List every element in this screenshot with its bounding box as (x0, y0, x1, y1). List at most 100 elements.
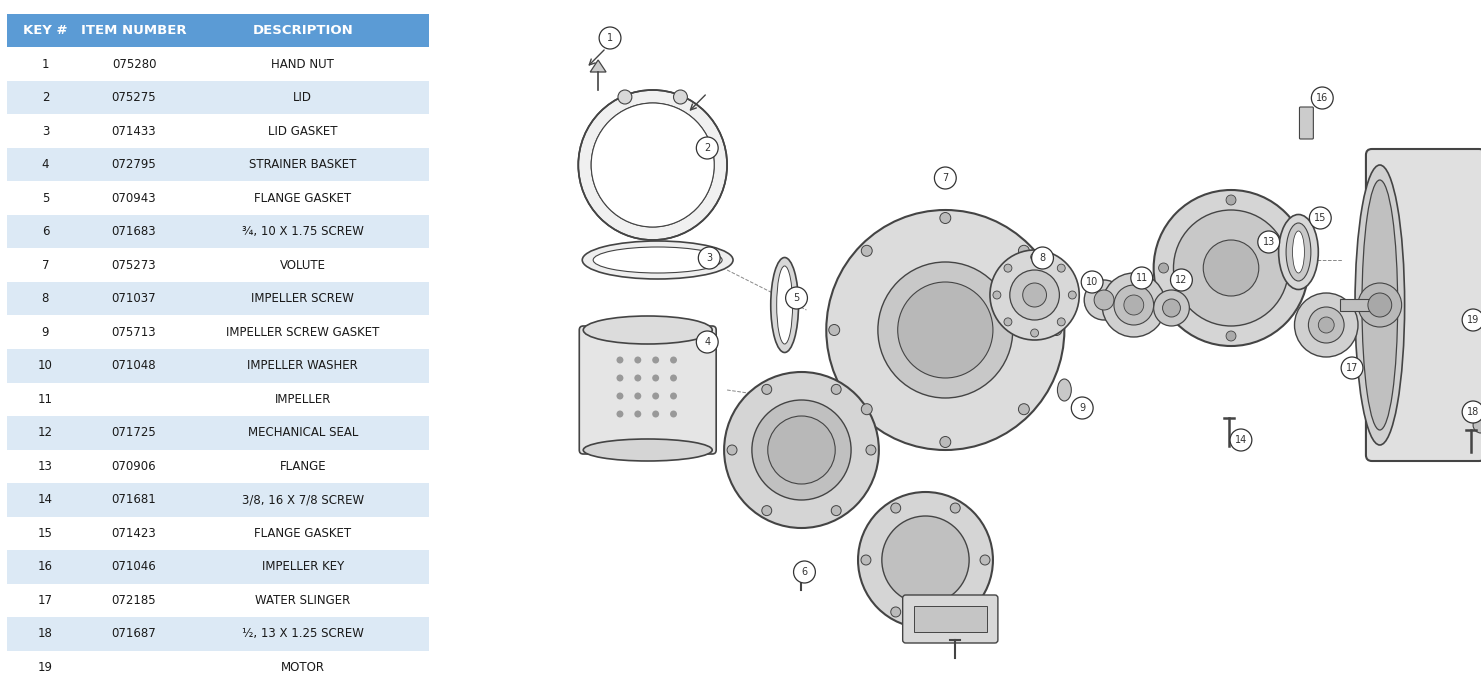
Text: 19: 19 (39, 661, 53, 674)
Text: MECHANICAL SEAL: MECHANICAL SEAL (247, 426, 358, 439)
Circle shape (1124, 295, 1143, 315)
Circle shape (992, 291, 1001, 299)
Circle shape (616, 375, 624, 382)
Text: DESCRIPTION: DESCRIPTION (252, 24, 354, 37)
Text: 075273: 075273 (111, 259, 157, 272)
Text: 3/8, 16 X 7/8 SCREW: 3/8, 16 X 7/8 SCREW (241, 493, 364, 506)
Text: 8: 8 (1040, 253, 1046, 263)
Circle shape (727, 445, 738, 455)
Circle shape (1068, 291, 1077, 299)
Text: 3: 3 (41, 125, 49, 138)
Text: IMPELLER: IMPELLER (274, 393, 332, 406)
Bar (914, 606, 986, 632)
Circle shape (1173, 210, 1288, 326)
Circle shape (1154, 190, 1308, 346)
Text: 072185: 072185 (111, 594, 157, 607)
Circle shape (785, 287, 807, 309)
Text: 9: 9 (1080, 403, 1086, 413)
Circle shape (1318, 317, 1334, 333)
FancyBboxPatch shape (579, 326, 717, 454)
Circle shape (1023, 283, 1047, 307)
Circle shape (940, 212, 951, 223)
Text: WATER SLINGER: WATER SLINGER (255, 594, 351, 607)
Text: 3: 3 (706, 253, 712, 263)
Circle shape (1294, 293, 1358, 357)
Circle shape (1102, 273, 1166, 337)
Circle shape (881, 516, 969, 604)
Text: 075280: 075280 (111, 58, 157, 70)
Circle shape (724, 372, 878, 528)
Circle shape (1084, 280, 1124, 320)
Circle shape (1462, 401, 1481, 423)
Text: 18: 18 (39, 628, 53, 640)
Bar (7, 517, 429, 550)
Circle shape (669, 357, 677, 364)
Text: 14: 14 (39, 493, 53, 506)
Text: ITEM NUMBER: ITEM NUMBER (81, 24, 187, 37)
Circle shape (696, 137, 718, 159)
Circle shape (767, 416, 835, 484)
Circle shape (1158, 263, 1169, 273)
Bar (7, 114, 429, 148)
Text: 11: 11 (39, 393, 53, 406)
Text: 16: 16 (1317, 93, 1328, 103)
Text: 15: 15 (39, 527, 53, 540)
Circle shape (1311, 87, 1333, 109)
Text: KEY #: KEY # (24, 24, 68, 37)
Circle shape (761, 385, 772, 394)
Bar (7, 450, 429, 483)
Text: 13: 13 (1263, 237, 1275, 247)
Circle shape (831, 385, 841, 394)
Circle shape (696, 331, 718, 353)
Circle shape (634, 375, 641, 382)
Text: FLANGE: FLANGE (280, 460, 326, 473)
Circle shape (634, 410, 641, 417)
Text: 1: 1 (41, 58, 49, 70)
Text: 071725: 071725 (111, 426, 157, 439)
Circle shape (699, 247, 720, 269)
Text: 071423: 071423 (111, 527, 157, 540)
Bar (1340, 299, 1371, 311)
Text: 8: 8 (41, 292, 49, 305)
Circle shape (1057, 264, 1065, 272)
Text: 071048: 071048 (111, 359, 157, 372)
Circle shape (1114, 285, 1154, 325)
Circle shape (578, 90, 727, 240)
Ellipse shape (1278, 214, 1318, 290)
Ellipse shape (584, 439, 712, 461)
Bar (7, 215, 429, 248)
Circle shape (752, 400, 852, 500)
Text: 070943: 070943 (111, 192, 157, 205)
Text: LID: LID (293, 91, 312, 104)
Circle shape (951, 607, 960, 617)
Circle shape (618, 90, 632, 104)
Text: LID GASKET: LID GASKET (268, 125, 338, 138)
Text: 9: 9 (41, 326, 49, 339)
Text: 17: 17 (1346, 363, 1358, 373)
Text: 075275: 075275 (111, 91, 157, 104)
Text: 14: 14 (1235, 435, 1247, 445)
Circle shape (951, 503, 960, 513)
Bar (7, 383, 429, 416)
Circle shape (652, 375, 659, 382)
Text: HAND NUT: HAND NUT (271, 58, 335, 70)
Circle shape (591, 103, 714, 227)
Circle shape (1094, 290, 1114, 310)
Text: 15: 15 (1314, 213, 1327, 223)
Circle shape (1004, 318, 1012, 326)
Text: 1: 1 (607, 33, 613, 43)
Circle shape (616, 392, 624, 399)
Bar (7, 349, 429, 383)
Circle shape (634, 392, 641, 399)
Circle shape (860, 555, 871, 565)
Text: 16: 16 (39, 560, 53, 573)
Circle shape (1010, 270, 1059, 320)
Circle shape (1019, 403, 1029, 415)
Bar (7, 47, 429, 81)
Circle shape (616, 410, 624, 417)
Circle shape (829, 325, 840, 336)
Circle shape (890, 607, 900, 617)
Text: 071687: 071687 (111, 628, 157, 640)
Circle shape (1004, 264, 1012, 272)
Circle shape (980, 555, 989, 565)
